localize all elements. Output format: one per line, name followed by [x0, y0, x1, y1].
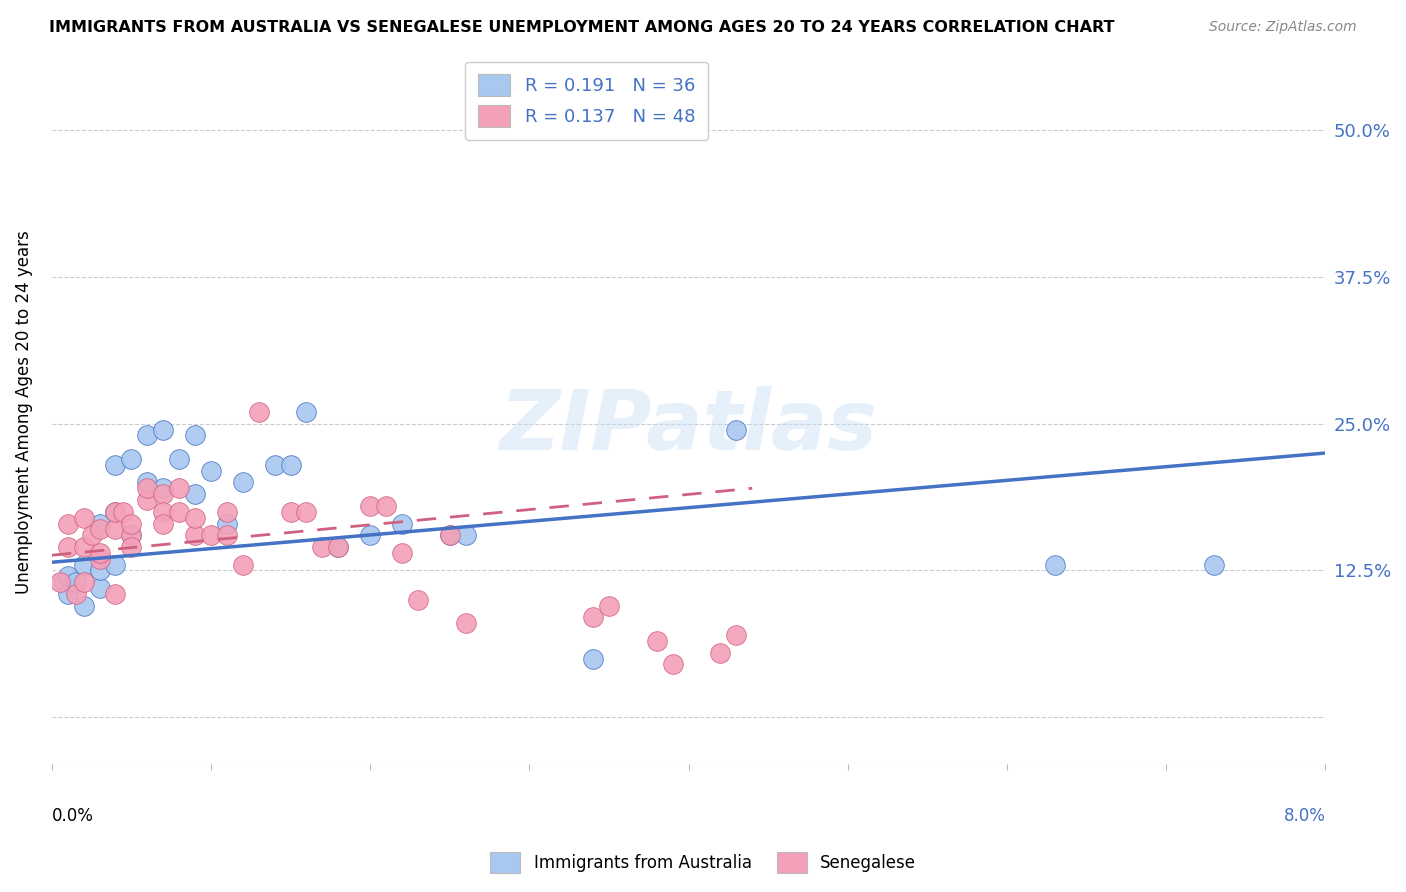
- Point: [120, 528, 142, 542]
- Point: [311, 540, 333, 554]
- Point: [184, 510, 207, 524]
- Point: [152, 423, 174, 437]
- Point: [72, 558, 94, 572]
- Point: [104, 505, 127, 519]
- Point: [439, 528, 461, 542]
- Point: [184, 528, 207, 542]
- Point: [232, 475, 254, 490]
- Point: [104, 505, 127, 519]
- Legend: Immigrants from Australia, Senegalese: Immigrants from Australia, Senegalese: [484, 846, 922, 880]
- Point: [391, 516, 413, 531]
- Point: [280, 458, 302, 472]
- Text: ZIPatlas: ZIPatlas: [499, 385, 877, 467]
- Point: [72, 599, 94, 613]
- Point: [391, 546, 413, 560]
- Text: Source: ZipAtlas.com: Source: ZipAtlas.com: [1209, 20, 1357, 34]
- Point: [295, 405, 318, 419]
- Y-axis label: Unemployment Among Ages 20 to 24 years: Unemployment Among Ages 20 to 24 years: [15, 230, 32, 594]
- Point: [328, 540, 350, 554]
- Point: [65, 587, 87, 601]
- Point: [80, 528, 103, 542]
- Point: [247, 405, 270, 419]
- Point: [725, 628, 748, 642]
- Point: [120, 540, 142, 554]
- Point: [89, 581, 111, 595]
- Point: [439, 528, 461, 542]
- Point: [661, 657, 683, 672]
- Point: [65, 575, 87, 590]
- Point: [104, 587, 127, 601]
- Point: [120, 528, 142, 542]
- Point: [152, 516, 174, 531]
- Point: [200, 464, 222, 478]
- Point: [89, 564, 111, 578]
- Point: [89, 551, 111, 566]
- Point: [280, 505, 302, 519]
- Point: [406, 592, 429, 607]
- Point: [184, 428, 207, 442]
- Point: [56, 516, 79, 531]
- Point: [120, 451, 142, 466]
- Point: [725, 423, 748, 437]
- Point: [53, 575, 76, 590]
- Point: [136, 481, 159, 495]
- Point: [72, 510, 94, 524]
- Point: [152, 481, 174, 495]
- Point: [1043, 558, 1066, 572]
- Point: [582, 610, 605, 624]
- Text: IMMIGRANTS FROM AUSTRALIA VS SENEGALESE UNEMPLOYMENT AMONG AGES 20 TO 24 YEARS C: IMMIGRANTS FROM AUSTRALIA VS SENEGALESE …: [49, 20, 1115, 35]
- Point: [375, 499, 398, 513]
- Point: [89, 516, 111, 531]
- Point: [295, 505, 318, 519]
- Point: [200, 528, 222, 542]
- Point: [89, 522, 111, 536]
- Text: 0.0%: 0.0%: [52, 806, 94, 824]
- Text: 8.0%: 8.0%: [1284, 806, 1326, 824]
- Point: [104, 458, 127, 472]
- Point: [72, 575, 94, 590]
- Legend: R = 0.191   N = 36, R = 0.137   N = 48: R = 0.191 N = 36, R = 0.137 N = 48: [465, 62, 709, 140]
- Point: [56, 540, 79, 554]
- Point: [232, 558, 254, 572]
- Point: [215, 516, 238, 531]
- Point: [112, 505, 135, 519]
- Point: [645, 634, 668, 648]
- Point: [454, 616, 477, 631]
- Point: [215, 505, 238, 519]
- Point: [582, 651, 605, 665]
- Point: [167, 481, 190, 495]
- Point: [136, 493, 159, 508]
- Point: [359, 499, 381, 513]
- Point: [152, 487, 174, 501]
- Point: [328, 540, 350, 554]
- Point: [454, 528, 477, 542]
- Point: [167, 451, 190, 466]
- Point: [120, 516, 142, 531]
- Point: [263, 458, 285, 472]
- Point: [136, 475, 159, 490]
- Point: [167, 505, 190, 519]
- Point: [56, 569, 79, 583]
- Point: [184, 487, 207, 501]
- Point: [359, 528, 381, 542]
- Point: [136, 428, 159, 442]
- Point: [104, 558, 127, 572]
- Point: [709, 646, 731, 660]
- Point: [152, 505, 174, 519]
- Point: [1202, 558, 1225, 572]
- Point: [89, 546, 111, 560]
- Point: [215, 528, 238, 542]
- Point: [72, 540, 94, 554]
- Point: [48, 575, 70, 590]
- Point: [598, 599, 620, 613]
- Point: [104, 522, 127, 536]
- Point: [56, 587, 79, 601]
